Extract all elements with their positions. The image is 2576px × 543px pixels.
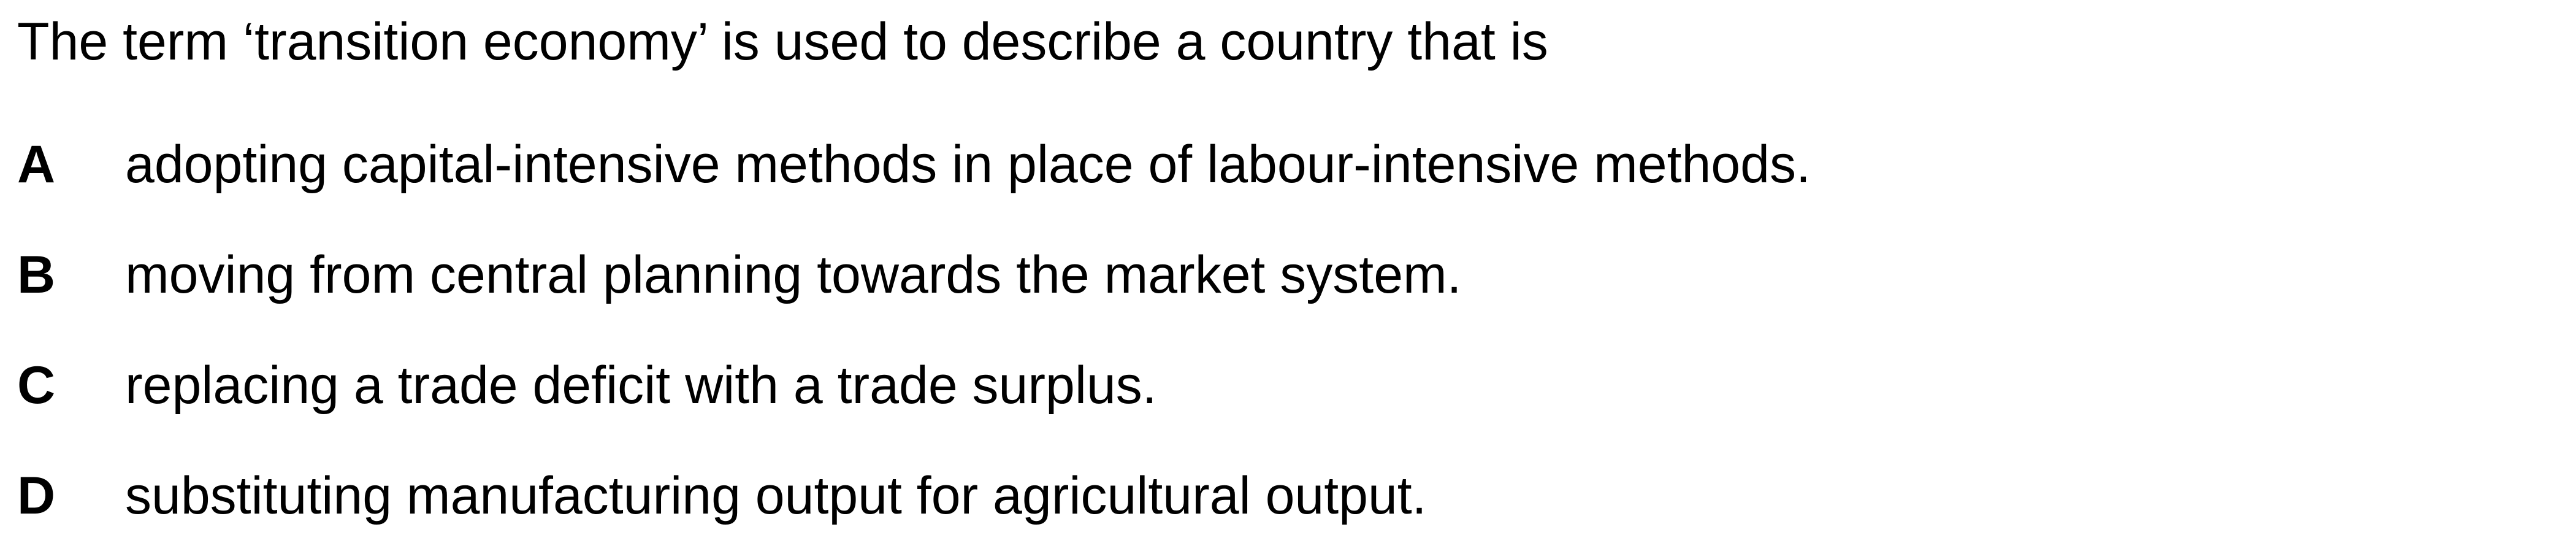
option-text: moving from central planning towards the… (125, 245, 1462, 304)
option-letter: B (17, 245, 56, 304)
option-text: replacing a trade deficit with a trade s… (125, 356, 1157, 415)
option-letter: A (17, 135, 56, 194)
option-letter: C (17, 356, 56, 415)
question-stem: The term ‘transition economy’ is used to… (17, 12, 1548, 71)
option-text: adopting capital-intensive methods in pl… (125, 135, 1811, 194)
option-text: substituting manufacturing output for ag… (125, 466, 1427, 525)
option-letter: D (17, 466, 56, 525)
